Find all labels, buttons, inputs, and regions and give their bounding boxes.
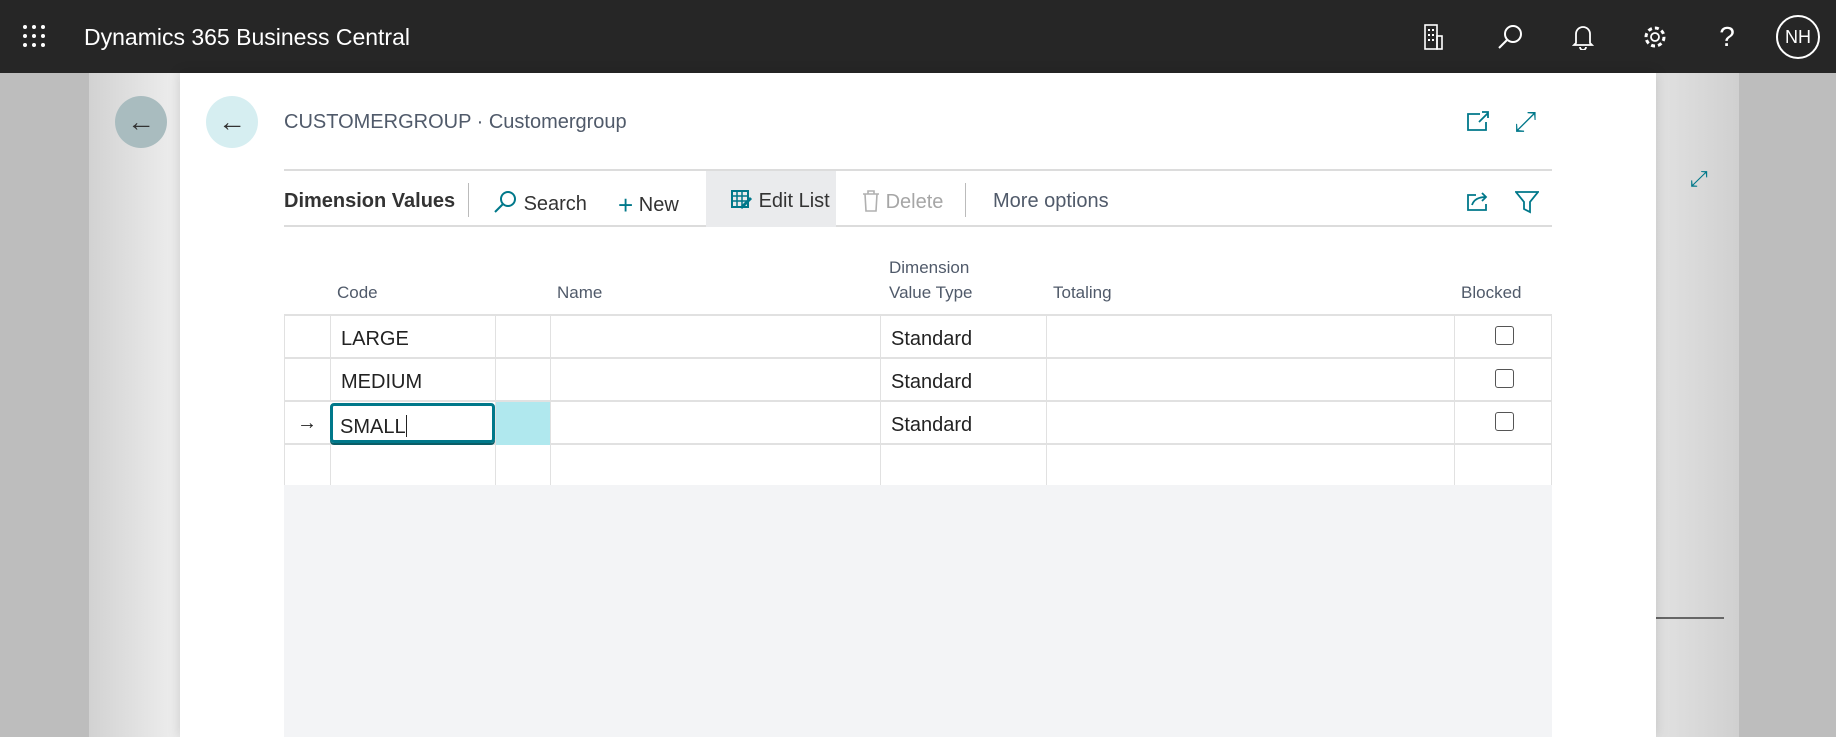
code-cell[interactable] xyxy=(330,445,495,488)
search-label: Search xyxy=(523,193,587,215)
new-label: New xyxy=(638,194,679,216)
search-icon[interactable] xyxy=(1495,22,1525,52)
code-cell[interactable]: LARGE xyxy=(330,316,495,359)
column-header-totaling[interactable]: Totaling xyxy=(1053,283,1112,302)
top-bar: Dynamics 365 Business Central ? NH xyxy=(0,0,1836,73)
divider xyxy=(965,183,966,217)
column-header-code[interactable]: Code xyxy=(337,283,378,302)
code-cell-text: MEDIUM xyxy=(341,371,423,393)
dimension-value-type-cell-text: Standard xyxy=(891,371,973,393)
dimension-value-type-cell-text: Standard xyxy=(891,414,973,436)
code-cell-text: LARGE xyxy=(341,328,409,350)
edit-list-button[interactable] xyxy=(706,171,836,227)
row-indicator[interactable] xyxy=(285,316,330,359)
table-row[interactable]: MEDIUM Standard xyxy=(284,359,1552,402)
totaling-cell[interactable] xyxy=(1046,402,1454,445)
blocked-checkbox[interactable] xyxy=(1495,326,1514,345)
blocked-checkbox[interactable] xyxy=(1495,369,1514,388)
code-cell[interactable]: SMALL xyxy=(330,403,495,443)
avatar[interactable]: NH xyxy=(1776,15,1820,59)
row-indicator[interactable] xyxy=(285,359,330,402)
text-cursor xyxy=(405,415,407,437)
code-cell[interactable]: MEDIUM xyxy=(330,359,495,402)
app-title[interactable]: Dynamics 365 Business Central xyxy=(84,24,410,50)
spacer-cell[interactable] xyxy=(495,316,550,359)
header-line: Value Type xyxy=(889,283,973,302)
expand-icon-background[interactable]: ⤢ xyxy=(1690,166,1708,191)
table-row[interactable] xyxy=(284,445,1552,488)
code-cell-text: SMALL xyxy=(340,416,406,438)
list-title: Dimension Values xyxy=(284,190,456,212)
name-cell[interactable] xyxy=(550,445,880,488)
blocked-checkbox[interactable] xyxy=(1495,412,1514,431)
blocked-cell[interactable] xyxy=(1454,402,1553,445)
help-icon[interactable]: ? xyxy=(1719,21,1735,52)
spacer-cell[interactable] xyxy=(495,402,550,445)
more-options-button[interactable]: More options xyxy=(993,190,1109,212)
spacer-cell[interactable] xyxy=(495,445,550,488)
share-icon[interactable] xyxy=(1466,190,1490,218)
dimension-value-type-cell[interactable]: Standard xyxy=(880,316,1046,359)
column-header-dimension-value-type[interactable]: Dimension Value Type xyxy=(889,255,973,305)
action-bar: Dimension Values Search + New Edit List … xyxy=(284,169,1552,227)
expand-icon[interactable]: ⤢ xyxy=(1514,106,1537,137)
open-new-window-icon[interactable] xyxy=(1466,110,1490,138)
dimension-value-type-cell-text: Standard xyxy=(891,328,973,350)
column-header-blocked[interactable]: Blocked xyxy=(1461,283,1522,302)
new-button[interactable]: + New xyxy=(618,190,679,221)
totaling-cell[interactable] xyxy=(1046,316,1454,359)
column-header-name[interactable]: Name xyxy=(557,283,603,302)
gear-icon[interactable] xyxy=(1640,22,1670,52)
back-button[interactable]: ← xyxy=(206,96,258,148)
edit-list-label: Edit List xyxy=(758,190,830,212)
dimension-value-type-cell[interactable]: Standard xyxy=(880,359,1046,402)
search-button[interactable]: Search xyxy=(492,190,587,216)
row-indicator[interactable] xyxy=(285,445,330,488)
edit-list-icon xyxy=(731,190,753,210)
name-cell[interactable] xyxy=(550,359,880,402)
plus-icon: + xyxy=(618,190,634,220)
table-row[interactable]: → SMALL Standard xyxy=(284,402,1552,445)
delete-button: Delete xyxy=(862,190,943,214)
current-row-arrow-icon: → xyxy=(297,412,317,434)
bell-icon[interactable] xyxy=(1568,22,1598,52)
blocked-cell[interactable] xyxy=(1454,359,1553,402)
table-row[interactable]: LARGE Standard xyxy=(284,316,1552,359)
blocked-cell[interactable] xyxy=(1454,316,1553,359)
dimension-value-type-cell[interactable]: Standard xyxy=(880,402,1046,445)
grid-top-border xyxy=(284,314,1552,316)
divider xyxy=(468,183,469,217)
header-line: Dimension xyxy=(889,258,970,277)
dimension-value-type-cell[interactable] xyxy=(880,445,1046,488)
totaling-cell[interactable] xyxy=(1046,445,1454,488)
row-indicator[interactable]: → xyxy=(285,402,330,445)
filter-icon[interactable] xyxy=(1514,190,1540,220)
spacer-cell[interactable] xyxy=(495,359,550,402)
empty-grid-area xyxy=(284,485,1552,737)
totaling-cell[interactable] xyxy=(1046,359,1454,402)
trash-icon xyxy=(863,190,879,212)
name-cell[interactable] xyxy=(550,316,880,359)
company-icon[interactable] xyxy=(1418,22,1448,52)
edit-list-content[interactable]: Edit List xyxy=(731,190,830,213)
blocked-cell[interactable] xyxy=(1454,445,1553,488)
waffle-icon[interactable] xyxy=(23,25,45,47)
breadcrumb: CUSTOMERGROUP · Customergroup xyxy=(284,111,627,133)
delete-label: Delete xyxy=(885,191,944,213)
back-button-background[interactable]: ← xyxy=(115,96,167,148)
background-divider xyxy=(1656,617,1724,619)
name-cell[interactable] xyxy=(550,402,880,445)
